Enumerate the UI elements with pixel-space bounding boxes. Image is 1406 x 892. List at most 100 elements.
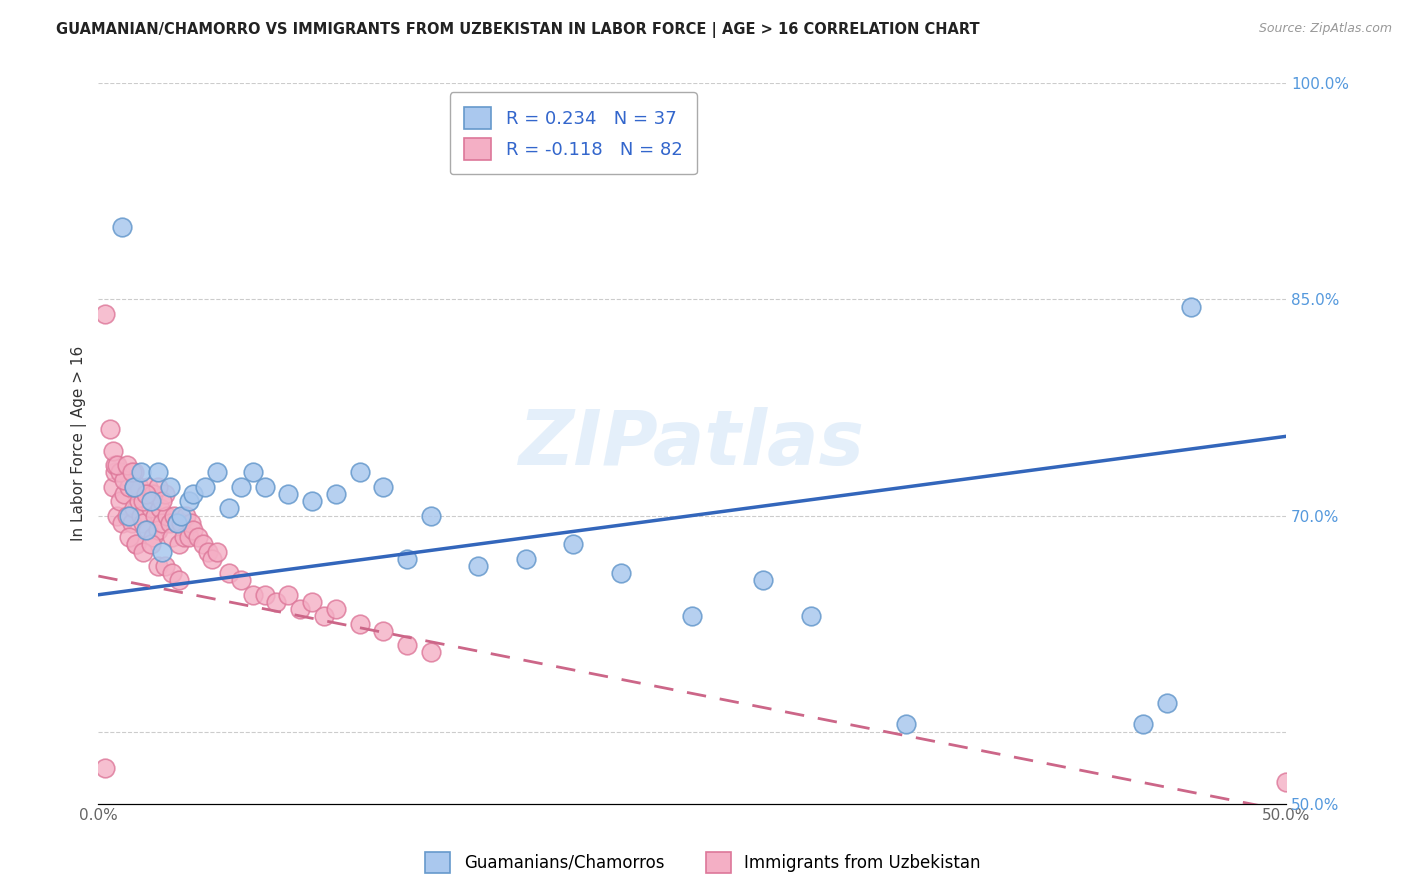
Point	[562, 537, 585, 551]
Point	[104, 466, 127, 480]
Point	[160, 530, 183, 544]
Point	[132, 544, 155, 558]
Point	[191, 537, 214, 551]
Point	[125, 537, 148, 551]
Point	[170, 516, 193, 530]
Point	[152, 544, 174, 558]
Point	[111, 516, 134, 530]
Point	[135, 523, 157, 537]
Point	[152, 494, 174, 508]
Point	[128, 480, 150, 494]
Point	[108, 466, 131, 480]
Point	[139, 501, 162, 516]
Point	[242, 588, 264, 602]
Point	[301, 595, 323, 609]
Text: Source: ZipAtlas.com: Source: ZipAtlas.com	[1258, 22, 1392, 36]
Point	[290, 602, 312, 616]
Point	[160, 566, 183, 581]
Point	[325, 602, 347, 616]
Point	[277, 588, 299, 602]
Point	[396, 551, 419, 566]
Point	[201, 551, 224, 566]
Point	[218, 566, 240, 581]
Point	[122, 501, 145, 516]
Point	[105, 458, 128, 472]
Point	[146, 558, 169, 573]
Point	[146, 523, 169, 537]
Point	[166, 516, 188, 530]
Point	[349, 616, 371, 631]
Point	[104, 458, 127, 472]
Point	[153, 487, 176, 501]
Text: GUAMANIAN/CHAMORRO VS IMMIGRANTS FROM UZBEKISTAN IN LABOR FORCE | AGE > 16 CORRE: GUAMANIAN/CHAMORRO VS IMMIGRANTS FROM UZ…	[56, 22, 980, 38]
Point	[135, 487, 157, 501]
Point	[122, 480, 145, 494]
Point	[396, 638, 419, 652]
Point	[115, 458, 138, 472]
Point	[312, 609, 335, 624]
Point	[373, 624, 395, 638]
Point	[180, 516, 202, 530]
Point	[894, 717, 917, 731]
Legend: R = 0.234   N = 37, R = -0.118   N = 82: R = 0.234 N = 37, R = -0.118 N = 82	[450, 93, 697, 175]
Point	[349, 466, 371, 480]
Point	[253, 480, 276, 494]
Point	[108, 494, 131, 508]
Point	[242, 466, 264, 480]
Point	[800, 609, 823, 624]
Point	[101, 443, 124, 458]
Point	[118, 530, 141, 544]
Point	[183, 487, 205, 501]
Point	[132, 516, 155, 530]
Point	[752, 574, 775, 588]
Y-axis label: In Labor Force | Age > 16: In Labor Force | Age > 16	[72, 346, 87, 541]
Point	[94, 761, 117, 775]
Point	[125, 537, 148, 551]
Point	[170, 508, 193, 523]
Point	[373, 480, 395, 494]
Point	[515, 551, 537, 566]
Point	[166, 516, 188, 530]
Point	[114, 473, 136, 487]
Point	[419, 645, 441, 659]
Point	[129, 508, 152, 523]
Point	[143, 508, 166, 523]
Point	[118, 508, 141, 523]
Point	[118, 480, 141, 494]
Point	[101, 480, 124, 494]
Point	[174, 508, 197, 523]
Point	[177, 530, 200, 544]
Point	[167, 537, 190, 551]
Point	[183, 523, 205, 537]
Point	[132, 494, 155, 508]
Point	[121, 466, 143, 480]
Point	[128, 494, 150, 508]
Point	[163, 508, 186, 523]
Point	[197, 544, 219, 558]
Point	[205, 466, 228, 480]
Point	[1180, 300, 1202, 314]
Point	[114, 487, 136, 501]
Point	[266, 595, 288, 609]
Point	[149, 501, 172, 516]
Point	[218, 501, 240, 516]
Point	[194, 480, 217, 494]
Point	[1275, 775, 1298, 789]
Point	[467, 558, 489, 573]
Point	[173, 530, 195, 544]
Point	[135, 487, 157, 501]
Point	[167, 574, 190, 588]
Point	[142, 487, 165, 501]
Point	[159, 480, 181, 494]
Point	[122, 466, 145, 480]
Point	[229, 480, 252, 494]
Point	[253, 588, 276, 602]
Point	[681, 609, 703, 624]
Point	[136, 523, 159, 537]
Point	[115, 508, 138, 523]
Point	[419, 508, 441, 523]
Legend: Guamanians/Chamorros, Immigrants from Uzbekistan: Guamanians/Chamorros, Immigrants from Uz…	[419, 846, 987, 880]
Point	[105, 508, 128, 523]
Point	[1156, 696, 1178, 710]
Point	[139, 494, 162, 508]
